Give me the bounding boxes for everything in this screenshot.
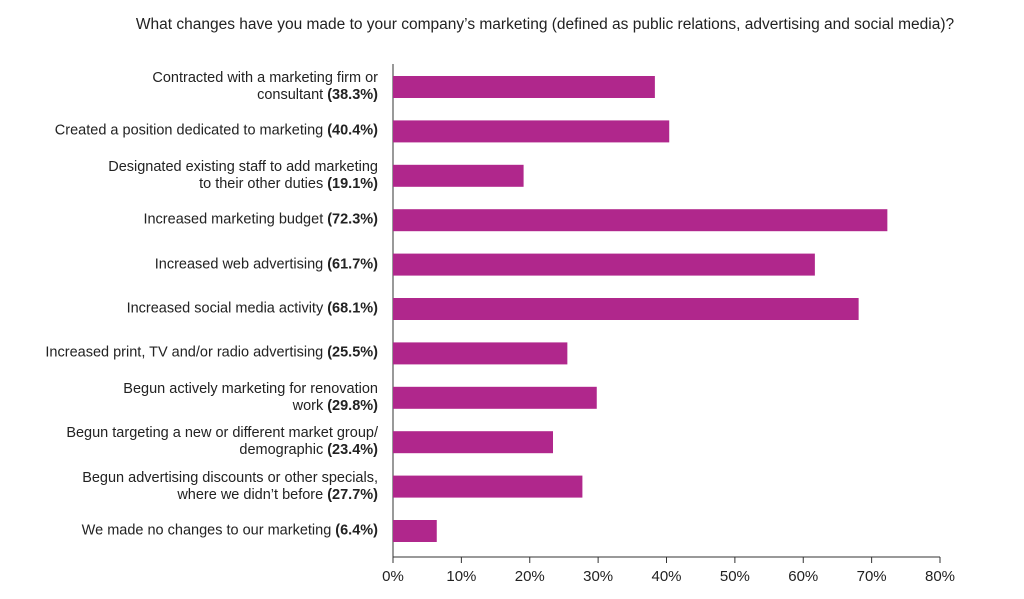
- bar: [393, 209, 888, 232]
- bar: [393, 431, 553, 454]
- chart-title: What changes have you made to your compa…: [135, 16, 955, 33]
- x-tick-label: 60%: [788, 568, 818, 585]
- category-text: Created a position dedicated to marketin…: [54, 122, 324, 139]
- x-tick-label: 10%: [446, 568, 476, 585]
- category-label: Begun actively marketing for renovation …: [0, 381, 378, 415]
- category-label: Increased print, TV and/or radio adverti…: [0, 345, 378, 362]
- category-label: Begun targeting a new or different marke…: [0, 425, 378, 459]
- x-tick-label: 20%: [515, 568, 545, 585]
- category-label: Contracted with a marketing firm or cons…: [0, 70, 378, 104]
- bar: [393, 164, 524, 187]
- value-label: (23.4%): [327, 442, 378, 459]
- x-tick-label: 80%: [925, 568, 955, 585]
- bar: [393, 298, 859, 320]
- value-label: (72.3%): [327, 211, 378, 228]
- value-label: (38.3%): [327, 87, 378, 103]
- x-tick-label: 30%: [583, 568, 613, 585]
- category-text: Designated existing staff to add marketi…: [108, 158, 378, 192]
- category-label: Created a position dedicated to marketin…: [0, 123, 378, 140]
- category-text: Increased marketing budget: [143, 211, 324, 228]
- bar: [393, 520, 437, 542]
- bar: [393, 475, 583, 498]
- value-label: (25.5%): [327, 344, 378, 361]
- x-tick-label: 40%: [651, 568, 681, 585]
- category-label: We made no changes to our marketing (6.4%…: [0, 523, 378, 540]
- value-label: (6.4%): [335, 522, 378, 539]
- bar: [393, 386, 597, 409]
- value-label: (61.7%): [327, 256, 378, 273]
- value-label: (19.1%): [327, 175, 378, 192]
- x-tick-label: 70%: [857, 568, 887, 585]
- category-text: Contracted with a marketing firm or cons…: [152, 70, 378, 103]
- category-text: Begun targeting a new or different marke…: [66, 425, 378, 459]
- bar: [393, 76, 655, 98]
- category-text: Begun actively marketing for renovation …: [123, 380, 378, 414]
- category-text: We made no changes to our marketing: [81, 522, 332, 539]
- value-label: (29.8%): [327, 397, 378, 414]
- category-label: Increased marketing budget (72.3%): [0, 212, 378, 229]
- x-tick-label: 50%: [720, 568, 750, 585]
- x-tick-label: 0%: [382, 568, 404, 585]
- category-text: Begun advertising discounts or other spe…: [82, 469, 378, 503]
- category-label: Increased social media activity (68.1%): [0, 301, 378, 318]
- category-text: Increased social media activity: [126, 300, 324, 317]
- category-text: Increased web advertising: [154, 256, 324, 273]
- category-label: Designated existing staff to add marketi…: [0, 159, 378, 193]
- category-text: Increased print, TV and/or radio adverti…: [45, 344, 324, 361]
- category-label: Begun advertising discounts or other spe…: [0, 470, 378, 504]
- value-label: (68.1%): [327, 300, 378, 317]
- value-label: (27.7%): [327, 486, 378, 503]
- bar: [393, 342, 568, 365]
- bar: [393, 253, 815, 276]
- category-label: Increased web advertising (61.7%): [0, 256, 378, 273]
- value-label: (40.4%): [327, 122, 378, 139]
- bar: [393, 120, 670, 143]
